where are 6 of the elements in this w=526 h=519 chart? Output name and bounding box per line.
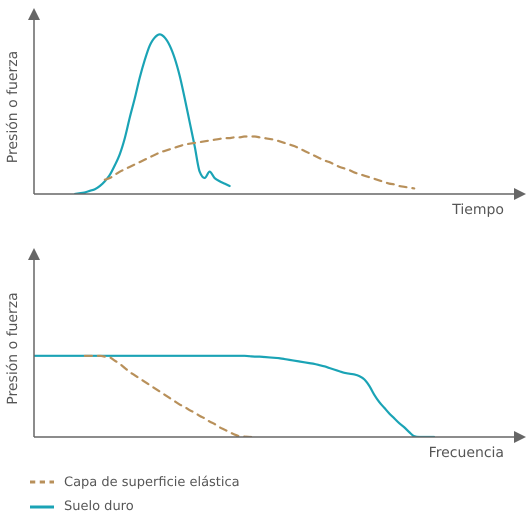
x-axis-title: Frecuencia (428, 444, 504, 461)
x-axis-title: Tiempo (451, 202, 504, 218)
y-axis-title: Presión o fuerza (4, 50, 21, 164)
legend-label: Suelo duro (64, 499, 134, 514)
y-axis-title: Presión o fuerza (4, 292, 21, 405)
legend-label: Capa de superficie elástica (64, 474, 240, 490)
